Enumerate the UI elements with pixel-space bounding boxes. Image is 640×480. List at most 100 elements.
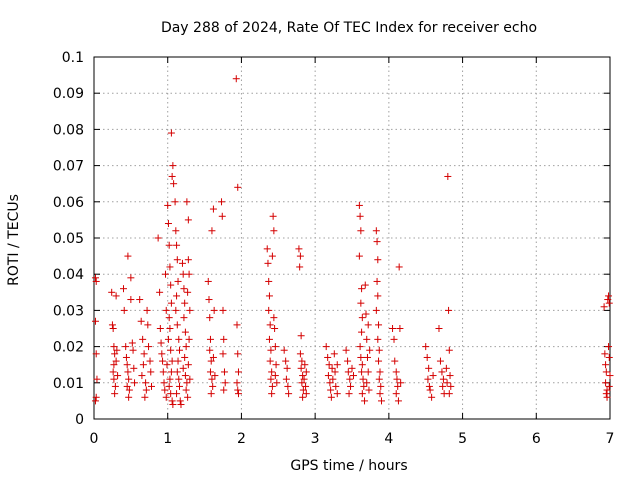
y-tick-label: 0.06 [53, 195, 84, 211]
y-tick-label: 0 [75, 412, 84, 428]
data-point [377, 397, 385, 405]
data-point [181, 328, 189, 336]
data-point [366, 346, 374, 354]
data-point [165, 241, 173, 249]
data-point [273, 379, 281, 387]
data-point [447, 382, 455, 390]
data-point [358, 328, 366, 336]
data-point [357, 353, 365, 361]
data-point [342, 346, 350, 354]
data-point [356, 343, 364, 351]
data-point [333, 361, 341, 369]
data-point [131, 379, 139, 387]
data-point [206, 368, 214, 376]
data-point [445, 306, 453, 314]
data-point [185, 270, 193, 278]
data-point [445, 346, 453, 354]
data-point [129, 346, 137, 354]
data-point [361, 397, 369, 405]
data-point [124, 252, 132, 260]
data-point [344, 368, 352, 376]
data-point [173, 256, 181, 264]
data-point [364, 368, 372, 376]
data-point [165, 382, 173, 390]
data-point [328, 364, 336, 372]
data-point [324, 353, 332, 361]
data-point [123, 361, 131, 369]
data-point [358, 368, 366, 376]
data-point [358, 285, 366, 293]
y-tick-label: 0.04 [53, 267, 84, 283]
data-point [141, 393, 149, 401]
data-point [285, 390, 293, 398]
data-point [111, 390, 119, 398]
data-point [300, 375, 308, 383]
data-point [282, 375, 290, 383]
data-point [389, 325, 397, 332]
data-point [183, 379, 191, 387]
data-point [269, 212, 277, 220]
data-point [365, 386, 373, 394]
data-point [363, 353, 371, 361]
data-point [282, 357, 290, 365]
data-point [604, 296, 612, 304]
data-point [109, 325, 117, 332]
data-point [297, 332, 305, 340]
data-point [375, 321, 383, 329]
data-point [349, 372, 357, 380]
data-point [324, 372, 332, 380]
data-point [168, 357, 176, 365]
x-tick-label: 4 [384, 431, 393, 447]
data-point [605, 292, 613, 300]
data-point [325, 361, 333, 369]
data-point [184, 361, 192, 369]
data-point [156, 325, 164, 332]
y-tick-label: 0.08 [53, 122, 84, 138]
data-point [109, 368, 117, 376]
data-point [181, 372, 189, 380]
x-tick-label: 6 [532, 431, 541, 447]
data-point [268, 390, 276, 398]
data-point [298, 379, 306, 387]
data-point [373, 238, 381, 246]
data-point [156, 288, 164, 296]
data-point [346, 375, 354, 383]
y-tick-label: 0.1 [62, 50, 84, 66]
data-point [605, 353, 613, 361]
data-point [137, 317, 145, 325]
data-point [184, 256, 192, 264]
data-point [446, 372, 454, 380]
data-point [167, 368, 175, 376]
data-point [363, 335, 371, 343]
data-point [356, 212, 364, 220]
data-point [280, 346, 288, 354]
data-points [91, 75, 614, 409]
data-point [220, 386, 228, 394]
data-point [272, 361, 280, 369]
data-point [143, 306, 151, 314]
data-point [122, 353, 130, 361]
data-point [375, 357, 383, 365]
data-point [168, 397, 176, 405]
data-point [374, 256, 382, 264]
data-point [397, 379, 405, 387]
data-point [322, 343, 330, 351]
data-point [218, 212, 226, 220]
axis-ticks: 0 0.01 0.02 0.03 0.04 0.05 0.06 0.07 0.08 0.09 0.1… [53, 50, 615, 447]
data-point [208, 227, 216, 235]
data-point [120, 306, 128, 314]
y-tick-label: 0.03 [53, 303, 84, 319]
data-point [426, 386, 434, 394]
data-point [391, 357, 399, 365]
data-point [173, 292, 181, 300]
data-point [173, 321, 181, 329]
data-point [376, 368, 384, 376]
data-point [301, 361, 309, 369]
data-point [329, 375, 337, 383]
data-point [173, 390, 181, 398]
data-point [91, 397, 99, 405]
data-point [108, 288, 116, 296]
data-point [283, 364, 291, 372]
data-point [297, 364, 305, 372]
data-point [296, 252, 304, 260]
